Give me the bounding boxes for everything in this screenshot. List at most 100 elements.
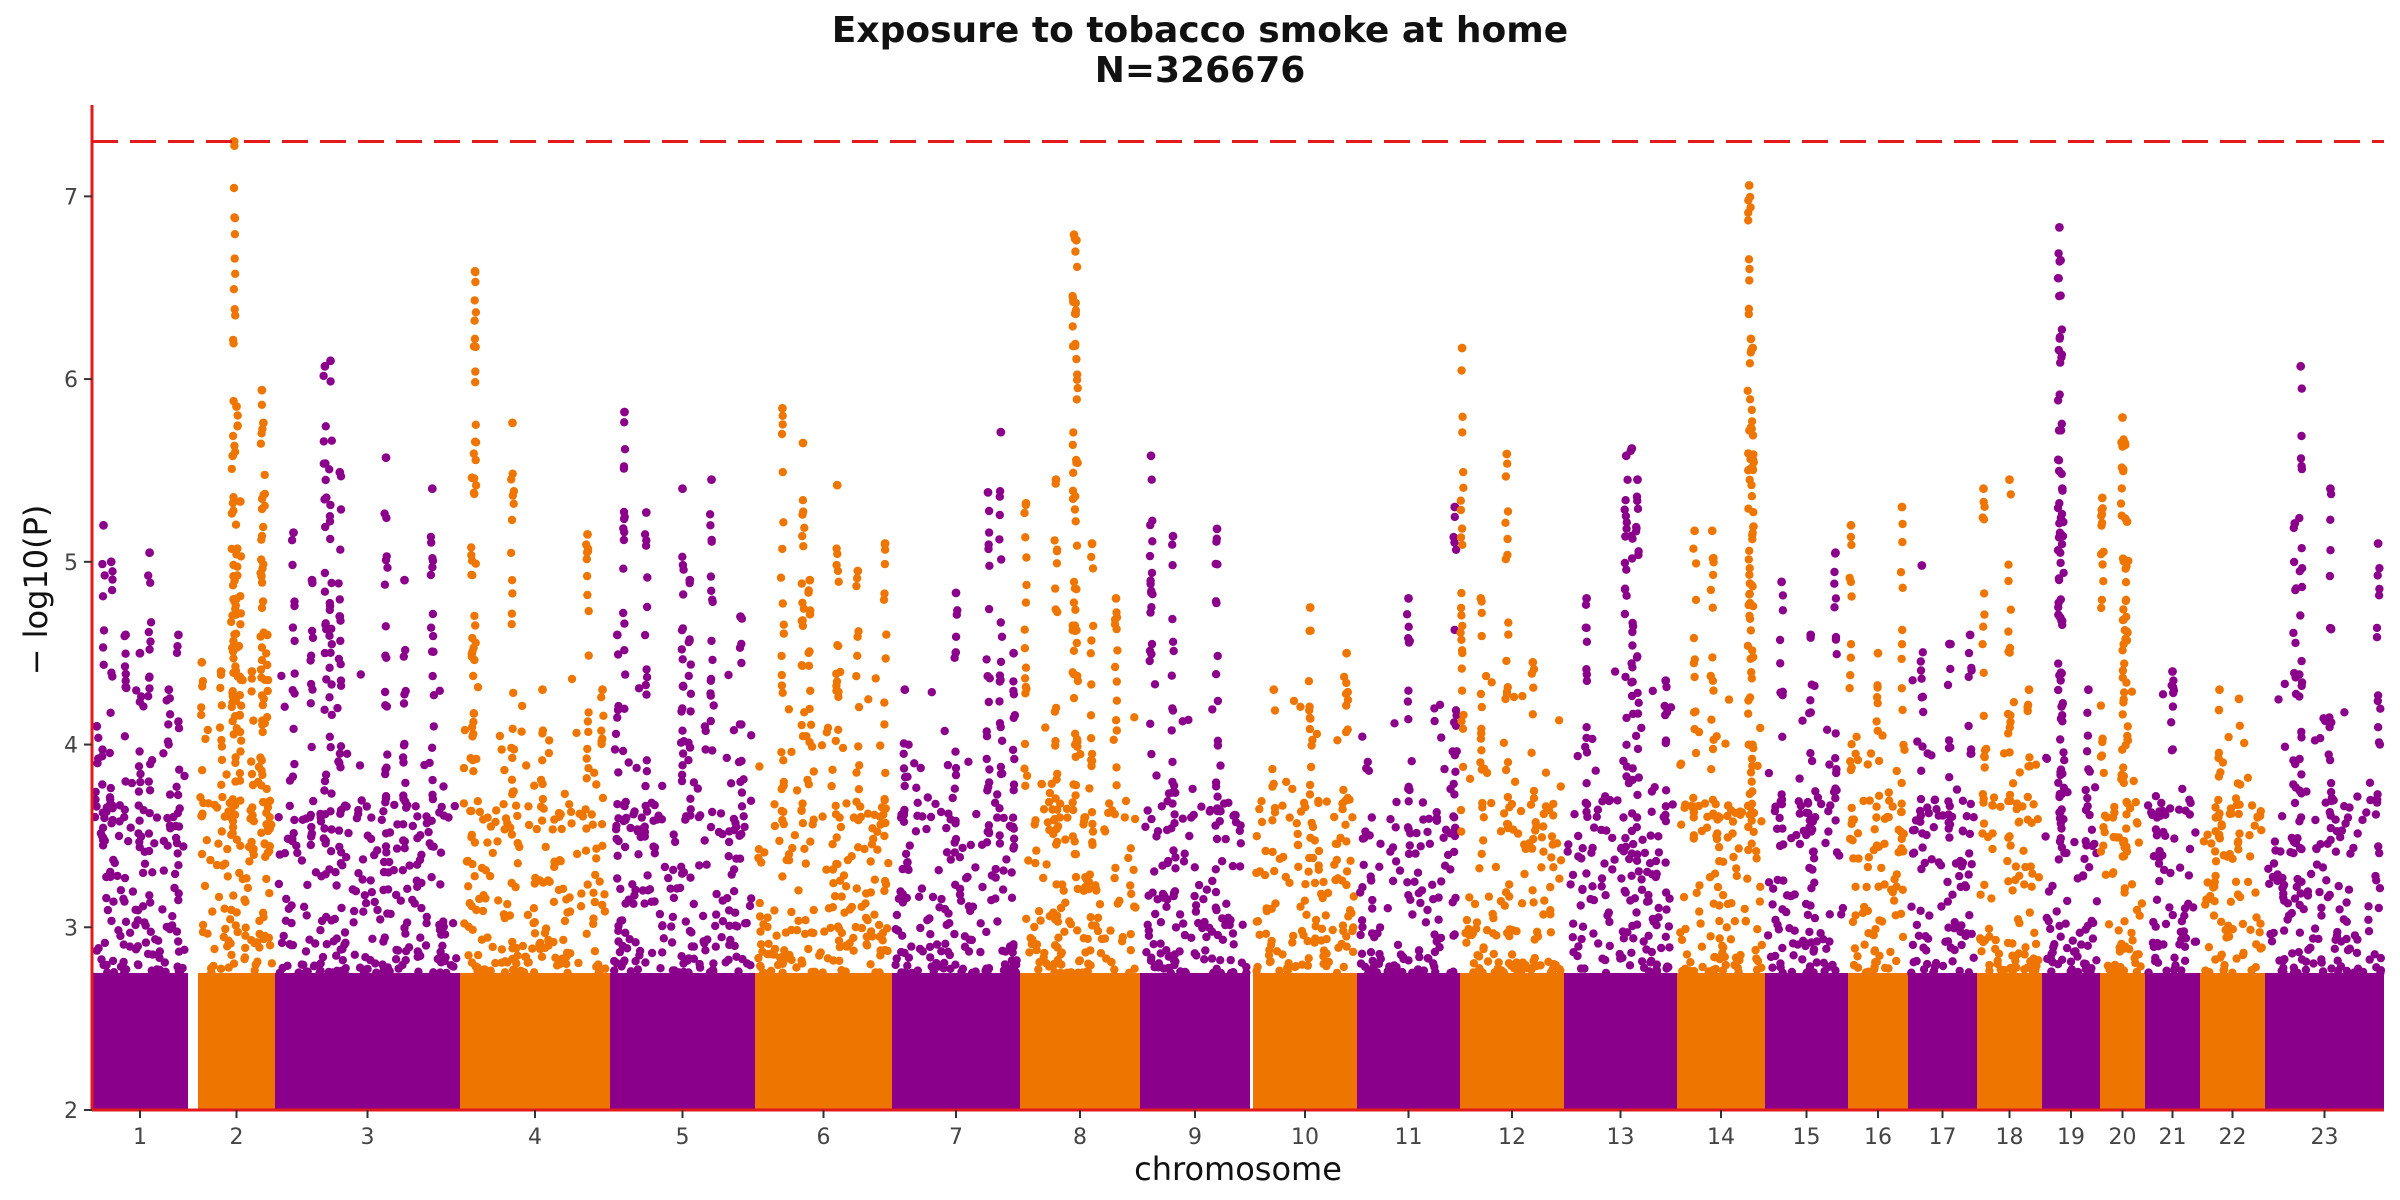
snp-point xyxy=(2269,859,2279,868)
snp-point xyxy=(1021,914,1031,923)
snp-point xyxy=(140,859,150,868)
snp-point xyxy=(2231,877,2241,886)
snp-point xyxy=(917,884,927,893)
snp-point xyxy=(274,879,284,889)
snp-point xyxy=(507,475,516,484)
snp-point xyxy=(231,520,241,529)
snp-point xyxy=(1079,820,1088,829)
snp-point xyxy=(2342,966,2352,976)
snp-point xyxy=(2083,708,2092,717)
snp-point xyxy=(2158,690,2168,699)
snp-point xyxy=(2057,325,2067,334)
snp-point xyxy=(777,806,786,816)
snp-point xyxy=(511,882,520,892)
snp-point xyxy=(1539,910,1548,919)
snp-point xyxy=(1916,817,1925,826)
snp-point xyxy=(566,949,575,958)
snp-point xyxy=(1458,724,1468,733)
snp-point xyxy=(1253,962,1262,972)
snp-point xyxy=(1870,825,1879,834)
snp-point xyxy=(737,788,747,797)
snp-point xyxy=(2167,718,2176,727)
snp-point xyxy=(1073,383,1082,393)
snp-point xyxy=(1306,714,1315,723)
chromosome-8-dense-band xyxy=(1020,972,1140,1110)
snp-point xyxy=(440,930,450,939)
snp-point xyxy=(669,893,679,903)
snp-point xyxy=(202,836,211,845)
snp-point xyxy=(726,779,736,788)
snp-point xyxy=(2121,596,2130,606)
peak-point xyxy=(583,530,592,539)
snp-point xyxy=(1306,626,1315,635)
snp-point xyxy=(2315,887,2324,897)
snp-point xyxy=(233,571,242,580)
snp-point xyxy=(778,467,787,477)
snp-point xyxy=(1948,890,1957,899)
snp-point xyxy=(1748,528,1757,537)
snp-point xyxy=(1288,938,1297,947)
snp-point xyxy=(417,878,426,888)
snp-point xyxy=(2349,843,2358,853)
snp-point xyxy=(2295,754,2304,764)
snp-point xyxy=(2005,748,2014,757)
chromosome-20-points xyxy=(2096,413,2147,1110)
snp-point xyxy=(1689,708,1699,717)
snp-point xyxy=(832,681,841,690)
snp-point xyxy=(1421,918,1431,927)
snp-point xyxy=(1502,687,1512,696)
snp-point xyxy=(1919,965,1929,974)
snp-point xyxy=(1478,803,1487,812)
snp-point xyxy=(308,633,318,643)
snp-point xyxy=(835,942,844,952)
snp-point xyxy=(2231,794,2241,803)
snp-point xyxy=(2252,913,2261,922)
snp-point xyxy=(779,819,788,829)
snp-point xyxy=(1796,801,1806,811)
snp-point xyxy=(2030,959,2039,969)
snp-point xyxy=(267,959,277,968)
snp-point xyxy=(2226,897,2236,906)
snp-point xyxy=(1744,255,1754,264)
chromosome-7-points xyxy=(891,427,1021,1110)
chromosome-5-points xyxy=(610,407,756,1110)
snp-point xyxy=(756,940,766,949)
snp-point xyxy=(1532,822,1541,831)
snp-point xyxy=(866,857,875,866)
snp-point xyxy=(2373,571,2382,580)
snp-point xyxy=(1307,818,1316,828)
snp-point xyxy=(2057,469,2066,479)
snp-point xyxy=(380,509,389,518)
snp-point xyxy=(1574,942,1583,951)
snp-point xyxy=(1837,910,1846,919)
snp-point xyxy=(2029,800,2038,809)
snp-point xyxy=(1896,827,1906,836)
snp-point xyxy=(139,806,148,815)
snp-point xyxy=(1661,858,1670,867)
snp-point xyxy=(1923,803,1932,812)
snp-point xyxy=(834,641,843,651)
snp-point xyxy=(2019,846,2028,855)
snp-point xyxy=(1621,496,1630,505)
snp-point xyxy=(257,691,267,700)
snp-point xyxy=(2152,831,2162,840)
snp-point xyxy=(1709,809,1718,818)
snp-point xyxy=(2373,795,2382,804)
snp-point xyxy=(426,623,436,632)
snp-point xyxy=(1415,952,1424,962)
snp-point xyxy=(1356,930,1365,940)
snp-point xyxy=(1755,897,1765,906)
snp-point xyxy=(488,942,497,952)
snp-point xyxy=(541,842,550,852)
snp-point xyxy=(1727,899,1736,908)
snp-point xyxy=(335,842,344,852)
snp-point xyxy=(2311,815,2320,825)
snp-point xyxy=(373,905,382,915)
snp-point xyxy=(1898,885,1908,894)
snp-point xyxy=(1439,833,1448,842)
snp-point xyxy=(442,968,451,978)
snp-point xyxy=(1087,552,1096,562)
snp-point xyxy=(1086,734,1096,743)
snp-point xyxy=(1050,968,1059,977)
snp-point xyxy=(381,555,391,565)
